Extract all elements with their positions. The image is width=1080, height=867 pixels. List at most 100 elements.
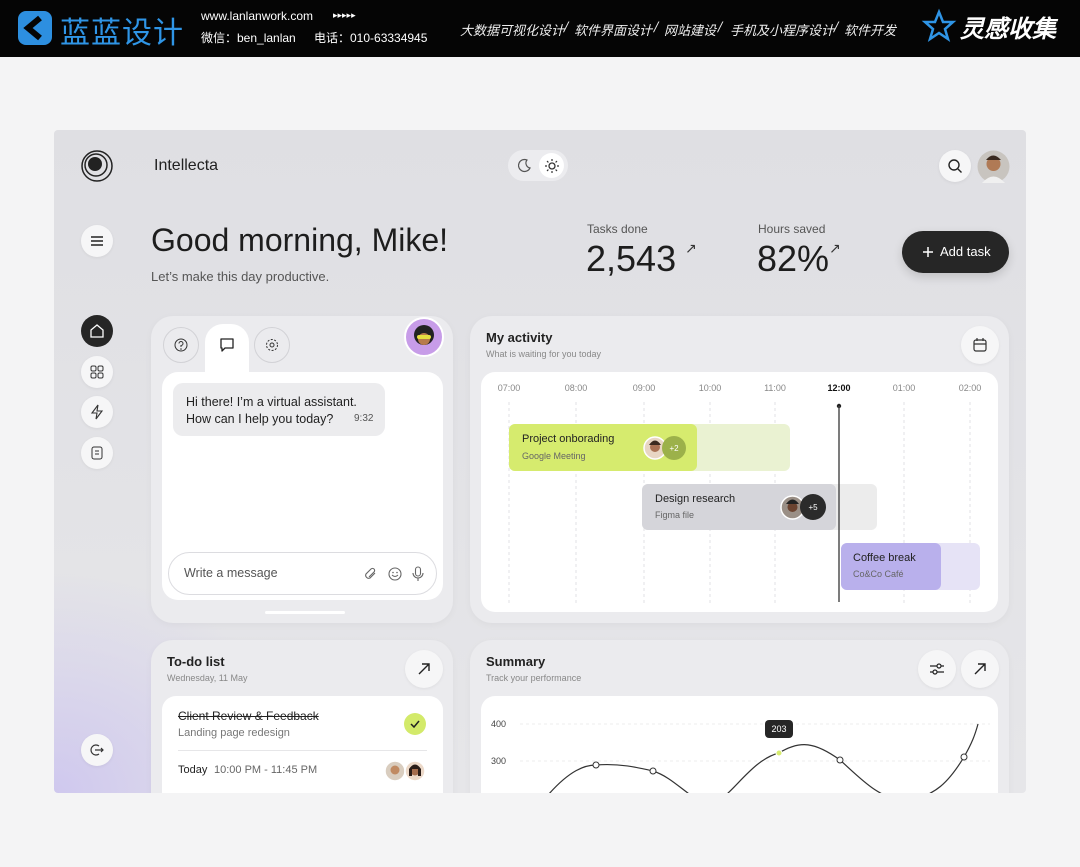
app-logo (81, 150, 113, 182)
settings-tab[interactable] (254, 327, 290, 363)
now-indicator (836, 403, 842, 602)
message-input[interactable]: Write a message (168, 552, 437, 595)
event-avatar (780, 495, 805, 520)
emoji-icon[interactable] (388, 567, 402, 581)
tooltip: 203 (765, 720, 793, 738)
event-extra: +2 (662, 436, 686, 460)
help-tab[interactable] (163, 327, 199, 363)
nav-link[interactable]: 大数据可视化设计 (460, 24, 565, 39)
nav-link[interactable]: 网站建设 (664, 24, 717, 39)
nav-grid[interactable] (81, 356, 113, 388)
attach-icon[interactable] (364, 567, 378, 581)
time-label: 07:00 (497, 383, 521, 393)
mic-icon[interactable] (412, 566, 424, 582)
message-time: 9:32 (354, 413, 374, 424)
app-window: Intellecta Good morning, Mike! Let’s mak… (54, 130, 1026, 793)
point (649, 767, 657, 775)
moon-icon (517, 158, 531, 173)
todo-item-subtitle: Landing page redesign (178, 727, 290, 739)
banner-wechat: 微信：ben_lanlan (201, 31, 296, 45)
message-bubble: Hi there! I’m a virtual assistant. How c… (173, 383, 385, 436)
calendar-button[interactable] (961, 326, 999, 364)
y-tick-label: 300 (491, 756, 507, 766)
stat-arrow: ↗ (685, 240, 697, 256)
sun-button[interactable] (539, 153, 564, 178)
stat-label: Tasks done (587, 222, 648, 236)
nav-flash[interactable] (81, 396, 113, 428)
filter-button[interactable] (918, 650, 956, 688)
point (836, 756, 844, 764)
brand-icon (18, 11, 52, 45)
point (592, 761, 600, 769)
nav-separator: / (564, 20, 569, 35)
nav-separator: / (654, 20, 659, 35)
event-block[interactable]: Project onborading Google Meeting +2 (509, 424, 697, 471)
time-label: 10:00 (698, 383, 722, 393)
home-indicator (265, 611, 345, 614)
greeting: Good morning, Mike! (151, 222, 449, 258)
settings-icon (266, 339, 278, 351)
assistant-avatar (404, 317, 444, 357)
active-tab-bg (205, 324, 249, 380)
trend-line (549, 723, 979, 793)
help-icon (174, 338, 188, 352)
point (960, 753, 968, 761)
activity-subtitle: What is waiting for you today (486, 349, 602, 359)
event-block[interactable]: Design research Figma file +5 (642, 484, 836, 530)
todo-open-button[interactable] (405, 650, 443, 688)
y-tick-label: 400 (491, 719, 507, 729)
time-label: 08:00 (564, 383, 588, 393)
activity-title: My activity (486, 330, 553, 345)
event-title: Coffee break (853, 552, 916, 564)
notes-icon (91, 446, 103, 460)
add-task-button[interactable]: Add task (902, 231, 1009, 273)
check-icon (410, 720, 420, 729)
time-label: 11:00 (764, 383, 786, 393)
todo-day: Today (178, 764, 208, 776)
todo-time: 10:00 PM - 11:45 PM (214, 764, 318, 776)
stat-value: 2,543 (586, 238, 677, 279)
event-title: Design research (655, 493, 736, 505)
nav-link[interactable]: 软件开发 (844, 24, 897, 39)
event-extra: +5 (800, 494, 826, 520)
stat-label: Hours saved (758, 222, 826, 236)
stat-arrow: ↗ (829, 240, 841, 256)
nav-home[interactable] (81, 315, 113, 347)
event-title: Project onborading (522, 433, 615, 445)
inspiration-icon (921, 8, 957, 42)
app-name: Intellecta (154, 157, 219, 174)
menu-button[interactable] (81, 225, 113, 257)
todo-date: Wednesday, 11 May (167, 673, 248, 683)
nav-separator: / (718, 20, 723, 35)
event-subtitle: Figma file (655, 510, 695, 520)
home-icon (90, 324, 104, 338)
theme-toggle[interactable] (508, 150, 568, 181)
grid-icon (90, 365, 104, 379)
time-label: 02:00 (958, 383, 982, 393)
logout-button[interactable] (81, 734, 113, 766)
right-logo: 灵感收集 (960, 14, 1056, 43)
summary-open-button[interactable] (961, 650, 999, 688)
nav-link[interactable]: 软件界面设计 (574, 24, 653, 39)
arrow-icon (974, 663, 986, 675)
flash-icon (90, 404, 104, 420)
add-task-label: Add task (940, 244, 991, 259)
banner-phone: 电话：010-63334945 (314, 31, 428, 45)
input-placeholder: Write a message (184, 566, 278, 580)
user-avatar[interactable] (977, 150, 1010, 183)
event-block[interactable]: Coffee break Co&Co Café (841, 543, 941, 590)
todo-item-title: Client Review & Feedback (178, 709, 319, 723)
highlight-point (775, 749, 783, 757)
search-button[interactable] (939, 150, 971, 182)
menu-icon (91, 236, 103, 246)
calendar-icon (973, 338, 987, 352)
event-subtitle: Google Meeting (522, 451, 586, 461)
summary-curve (520, 723, 990, 793)
search-icon (948, 159, 962, 173)
nav-link[interactable]: 手机及小程序设计 (730, 24, 835, 39)
nav-notes[interactable] (81, 437, 113, 469)
todo-check[interactable] (404, 713, 426, 735)
banner-arrows: ▸▸▸▸▸ (333, 10, 356, 20)
chat-tab[interactable] (209, 327, 245, 363)
